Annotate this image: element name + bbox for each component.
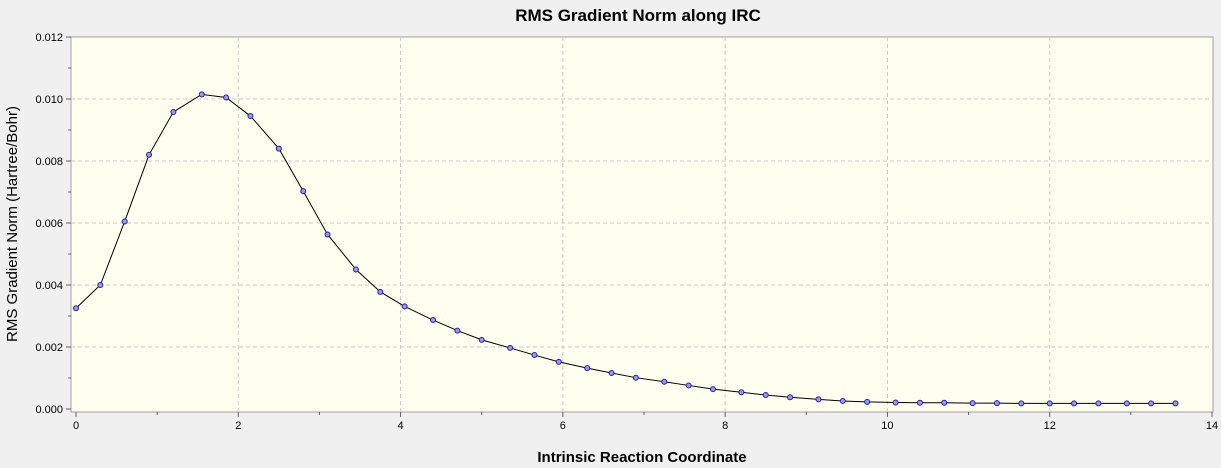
y-tick-label: 0.002: [35, 342, 63, 354]
x-tick-label: 12: [1044, 420, 1056, 432]
y-tick-label: 0.006: [35, 218, 63, 230]
data-point: [892, 399, 899, 406]
data-point: [170, 109, 177, 116]
data-point: [584, 365, 591, 372]
data-point: [324, 231, 331, 238]
data-point: [300, 188, 307, 195]
data-point: [1172, 400, 1179, 407]
data-point: [661, 378, 668, 385]
data-point: [1148, 400, 1155, 407]
x-tick-label: 8: [722, 420, 728, 432]
data-point: [531, 352, 538, 359]
data-point: [969, 400, 976, 407]
data-point: [555, 358, 562, 365]
y-tick-label: 0.010: [35, 94, 63, 106]
y-tick-label: 0.008: [35, 156, 63, 168]
data-point: [401, 303, 408, 310]
x-tick-label: 14: [1206, 420, 1218, 432]
data-point: [1123, 400, 1130, 407]
data-point: [198, 91, 205, 98]
data-point: [454, 327, 461, 334]
data-point: [121, 218, 128, 225]
grid-lines: [71, 37, 1213, 412]
data-point: [762, 392, 769, 399]
data-point: [1046, 400, 1053, 407]
data-point: [146, 151, 153, 158]
data-point: [993, 400, 1000, 407]
data-point: [738, 389, 745, 396]
x-axis-label: Intrinsic Reaction Coordinate: [537, 449, 746, 466]
series-line: [75, 93, 1176, 404]
data-point: [507, 344, 514, 351]
chart-title: RMS Gradient Norm along IRC: [515, 6, 761, 25]
data-point: [97, 282, 104, 288]
x-tick-label: 4: [398, 420, 404, 432]
y-tick-label: 0.012: [35, 32, 63, 44]
series: [73, 91, 1179, 407]
x-tick-label: 2: [235, 420, 241, 432]
data-point: [1071, 400, 1078, 407]
data-point: [1095, 400, 1102, 407]
data-point: [941, 399, 948, 406]
data-point: [608, 370, 615, 377]
y-tick-label: 0.000: [35, 404, 63, 416]
axes: 0 2 4 6 8 10 12 14 0.000 0.002 0.004 0.006 0.008 0.01…: [35, 32, 1218, 432]
data-point: [223, 94, 230, 101]
x-tick-label: 0: [73, 420, 79, 432]
plot-area: [70, 36, 1214, 413]
data-point: [377, 288, 384, 295]
data-point: [815, 396, 822, 403]
data-point: [916, 399, 923, 406]
y-axis-label: RMS Gradient Norm (Hartree/Bohr): [4, 106, 21, 342]
data-point: [685, 382, 692, 389]
y-tick-label: 0.004: [35, 280, 63, 292]
data-point: [709, 386, 716, 393]
data-point: [430, 317, 437, 324]
data-point: [478, 336, 485, 343]
data-point: [839, 397, 846, 404]
data-point: [275, 145, 282, 152]
data-point: [787, 394, 794, 401]
data-point: [864, 398, 871, 405]
data-point: [632, 374, 639, 381]
data-point: [73, 305, 79, 312]
data-point: [1018, 400, 1025, 407]
x-tick-label: 6: [560, 420, 566, 432]
data-point: [352, 266, 359, 273]
x-tick-label: 10: [881, 420, 893, 432]
data-point: [247, 113, 254, 120]
